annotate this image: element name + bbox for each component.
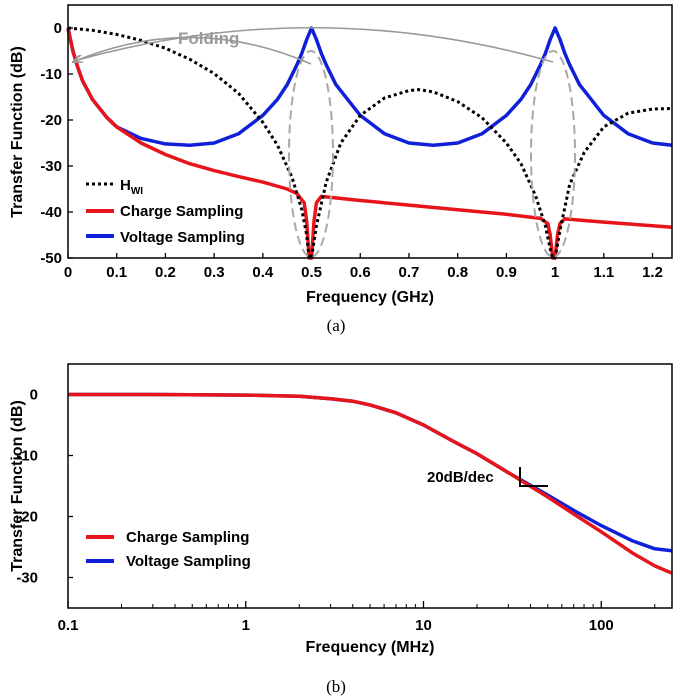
series-hwi	[67, 26, 673, 260]
panel-b-legend: Charge Sampling Voltage Sampling	[86, 529, 251, 570]
panel-b-xtick-label: 0.1	[58, 617, 79, 634]
series-b-voltage-sampling	[68, 392, 673, 553]
legend-label-voltage: Voltage Sampling	[120, 229, 245, 246]
panel-b-xtick-label: 10	[415, 617, 432, 634]
panel-a-xtick-label: 1.1	[593, 264, 614, 281]
panel-a-xlabel: Frequency (GHz)	[306, 289, 434, 306]
panel-a-xtick-label: 0.3	[204, 264, 225, 281]
fold-ellipse-1.0	[530, 50, 576, 258]
folding-arrow-long	[74, 26, 554, 62]
panel-a-ytick-label: -50	[40, 250, 62, 267]
legend-label-hwi: HWI	[120, 177, 143, 197]
panel-a-ytick-label: -10	[40, 66, 62, 83]
panel-b-ticks: 0.1 1 10 100 0 -10 -20 -30	[16, 387, 656, 634]
panel-b-xtick-label: 1	[242, 617, 250, 634]
panel-b-caption: (b)	[326, 677, 346, 696]
slope-bracket	[519, 467, 548, 487]
panel-b-ytick-label: 0	[30, 387, 38, 404]
panel-b-xlabel: Frequency (MHz)	[306, 639, 435, 656]
panel-b-xtick-label: 100	[589, 617, 614, 634]
panel-a-ytick-label: 0	[54, 20, 62, 37]
panel-a-xtick-label: 1	[551, 264, 559, 281]
panel-a-xtick-label: 0	[64, 264, 72, 281]
legend-label-charge: Charge Sampling	[120, 203, 243, 220]
folding-arrow-short	[73, 36, 312, 65]
panel-a-xtick-label: 0.6	[350, 264, 371, 281]
panel-a-series	[66, 26, 673, 260]
legend-b-label-voltage: Voltage Sampling	[126, 553, 251, 570]
panel-a-frame	[67, 4, 673, 259]
panel-a-fold-ellipses	[288, 50, 576, 258]
panel-a-xtick-label: 0.7	[399, 264, 420, 281]
panel-b-ytick-label: -20	[16, 509, 38, 526]
panel-a-ticks: 0 0.1 0.2 0.3 0.4 0.5 0.6 0.7 0.8 0.9 1 1.1 1.2 0 -10 -…	[40, 20, 663, 281]
panel-a: 0 0.1 0.2 0.3 0.4 0.5 0.6 0.7 0.8 0.9 1 1.1 1.2 0 -10 -…	[9, 4, 673, 335]
panel-a-xtick-label: 0.5	[301, 264, 322, 281]
panel-a-xtick-label: 0.1	[106, 264, 127, 281]
panel-a-xtick-label: 0.8	[447, 264, 468, 281]
panel-b-ytick-label: -10	[16, 448, 38, 465]
panel-a-xtick-label: 1.2	[642, 264, 663, 281]
panel-b-frame	[67, 363, 673, 609]
panel-b-ylabel: Transfer Function (dB)	[9, 400, 26, 572]
panel-b: 0.1 1 10 100 0 -10 -20 -30 20dB/dec Charge Samp…	[9, 363, 673, 696]
panel-a-xtick-label: 0.9	[496, 264, 517, 281]
panel-a-caption: (a)	[327, 316, 346, 335]
panel-a-xtick-label: 0.2	[155, 264, 176, 281]
panel-a-ytick-label: -30	[40, 158, 62, 175]
folding-label: Folding	[178, 29, 239, 48]
panel-a-ytick-label: -40	[40, 204, 62, 221]
panel-a-ytick-label: -20	[40, 112, 62, 129]
folding-arrows	[73, 26, 554, 65]
series-b-charge-sampling	[68, 392, 673, 575]
panel-b-ytick-label: -30	[16, 570, 38, 587]
panel-b-series	[68, 392, 673, 575]
panel-a-ylabel: Transfer Function (dB)	[9, 46, 26, 218]
panel-a-legend: HWI Charge Sampling Voltage Sampling	[86, 177, 245, 246]
legend-b-label-charge: Charge Sampling	[126, 529, 249, 546]
fold-ellipse-0.5	[288, 50, 334, 258]
slope-label: 20dB/dec	[427, 469, 494, 486]
panel-a-xtick-label: 0.4	[252, 264, 274, 281]
slope-annotation: 20dB/dec	[427, 467, 548, 487]
